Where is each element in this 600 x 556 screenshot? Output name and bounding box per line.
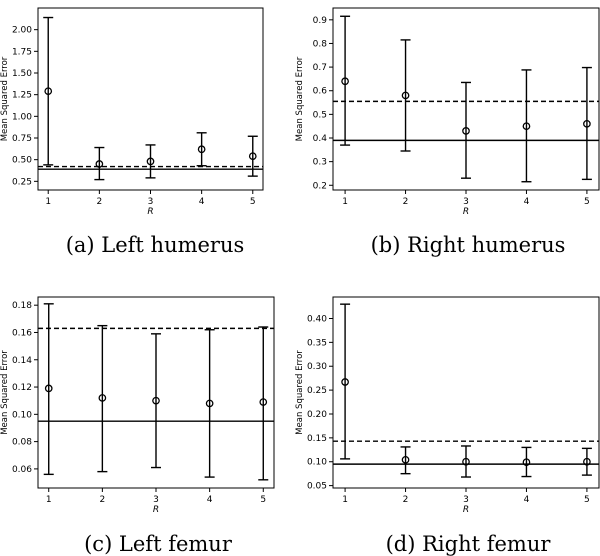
data-point [462,127,470,135]
x-tick-label: 2 [403,197,409,207]
subfigure-caption: (a) Left humerus [66,233,245,257]
y-axis-label: Mean Squared Error [295,350,305,435]
data-point [583,457,591,466]
x-tick-label: 1 [46,495,52,505]
x-tick-label: 1 [342,495,348,505]
y-axis-label: Mean Squared Error [0,56,10,141]
x-tick-label: 4 [199,197,205,207]
y-tick-label: 0.10 [307,458,327,468]
y-tick-label: 0.35 [307,338,327,348]
y-tick-label: 0.9 [313,16,328,26]
y-tick-label: 1.75 [12,47,32,57]
y-tick-label: 2.00 [12,26,32,36]
data-point [583,119,591,128]
x-tick-label: 5 [584,197,590,207]
x-tick-label: 2 [96,197,102,207]
x-tick-label: 3 [153,495,159,505]
data-point [401,455,410,464]
x-axis-label: R [153,505,159,515]
x-tick-label: 4 [524,495,530,505]
subfigure-caption: (c) Left femur [84,532,233,556]
data-point [152,396,160,405]
data-point [248,152,257,161]
x-tick-label: 5 [260,495,266,505]
subfigure-caption: (d) Right femur [386,532,552,556]
y-tick-label: 0.16 [12,328,32,338]
x-tick-label: 3 [463,197,469,207]
y-tick-label: 0.25 [307,386,327,396]
x-tick-label: 3 [463,495,469,505]
x-tick-label: 2 [99,495,105,505]
y-tick-label: 0.75 [12,134,32,144]
x-tick-label: 1 [45,197,51,207]
y-tick-label: 0.7 [313,63,327,73]
y-tick-label: 0.25 [12,177,32,187]
x-axis-label: R [147,207,153,217]
y-tick-label: 0.14 [12,356,32,366]
data-point [259,398,268,406]
y-tick-label: 0.10 [12,410,32,420]
data-point [44,384,53,393]
x-tick-label: 3 [148,197,154,207]
y-tick-label: 0.30 [307,362,327,372]
y-tick-label: 0.8 [313,39,328,49]
chart-panel-3: 0.06 0.08 0.10 0.12 0.14 0.16 0.18 1 2 3 4 5 R Mean S… [0,296,275,556]
chart-panel-4: 0.05 0.10 0.15 0.20 0.25 0.30 0.35 0.40 1 2 3 4 5 R Me… [295,296,600,556]
x-tick-label: 4 [524,197,530,207]
data-point [95,160,104,168]
chart-panel-2: 0.2 0.3 0.4 0.5 0.6 0.7 0.8 0.9 1 2 3 4 5 R Mean Squar… [295,7,600,257]
data-point [44,87,53,96]
y-tick-label: 1.50 [12,69,32,79]
y-tick-label: 0.4 [313,134,328,144]
data-point [341,77,349,86]
y-tick-label: 0.5 [313,110,327,120]
y-tick-label: 0.15 [307,434,327,444]
y-tick-label: 1.25 [12,91,32,101]
y-tick-label: 0.40 [307,314,327,324]
y-axis-label: Mean Squared Error [295,56,305,141]
x-axis-label: R [463,207,469,217]
data-point [462,457,470,466]
subfigure-caption: (b) Right humerus [371,233,566,257]
data-point [197,145,206,154]
x-tick-label: 5 [250,197,256,207]
data-point [98,394,107,402]
y-axis-label: Mean Squared Error [0,350,10,435]
y-tick-label: 0.05 [307,482,327,492]
data-point [401,91,410,100]
y-tick-label: 0.2 [313,181,327,191]
data-point [146,157,155,166]
y-tick-label: 1.00 [12,112,32,122]
chart-panel-1: 0.25 0.50 0.75 1.00 1.25 1.50 1.75 2.00 1 2 3 4 5 R Me… [0,7,264,257]
y-tick-label: 0.3 [313,158,327,168]
x-tick-label: 5 [584,495,590,505]
x-tick-label: 2 [403,495,409,505]
data-point [341,378,349,386]
y-tick-label: 0.06 [12,465,32,475]
y-tick-label: 0.50 [12,156,32,166]
data-point [522,458,531,467]
y-tick-label: 0.12 [12,383,32,393]
y-tick-label: 0.08 [12,438,32,448]
y-tick-label: 0.18 [12,301,32,311]
y-tick-label: 0.6 [313,87,328,97]
y-tick-label: 0.20 [307,410,327,420]
data-point [205,399,214,408]
x-tick-label: 4 [207,495,213,505]
x-tick-label: 1 [342,197,348,207]
x-axis-label: R [463,505,469,515]
data-point [522,122,531,131]
